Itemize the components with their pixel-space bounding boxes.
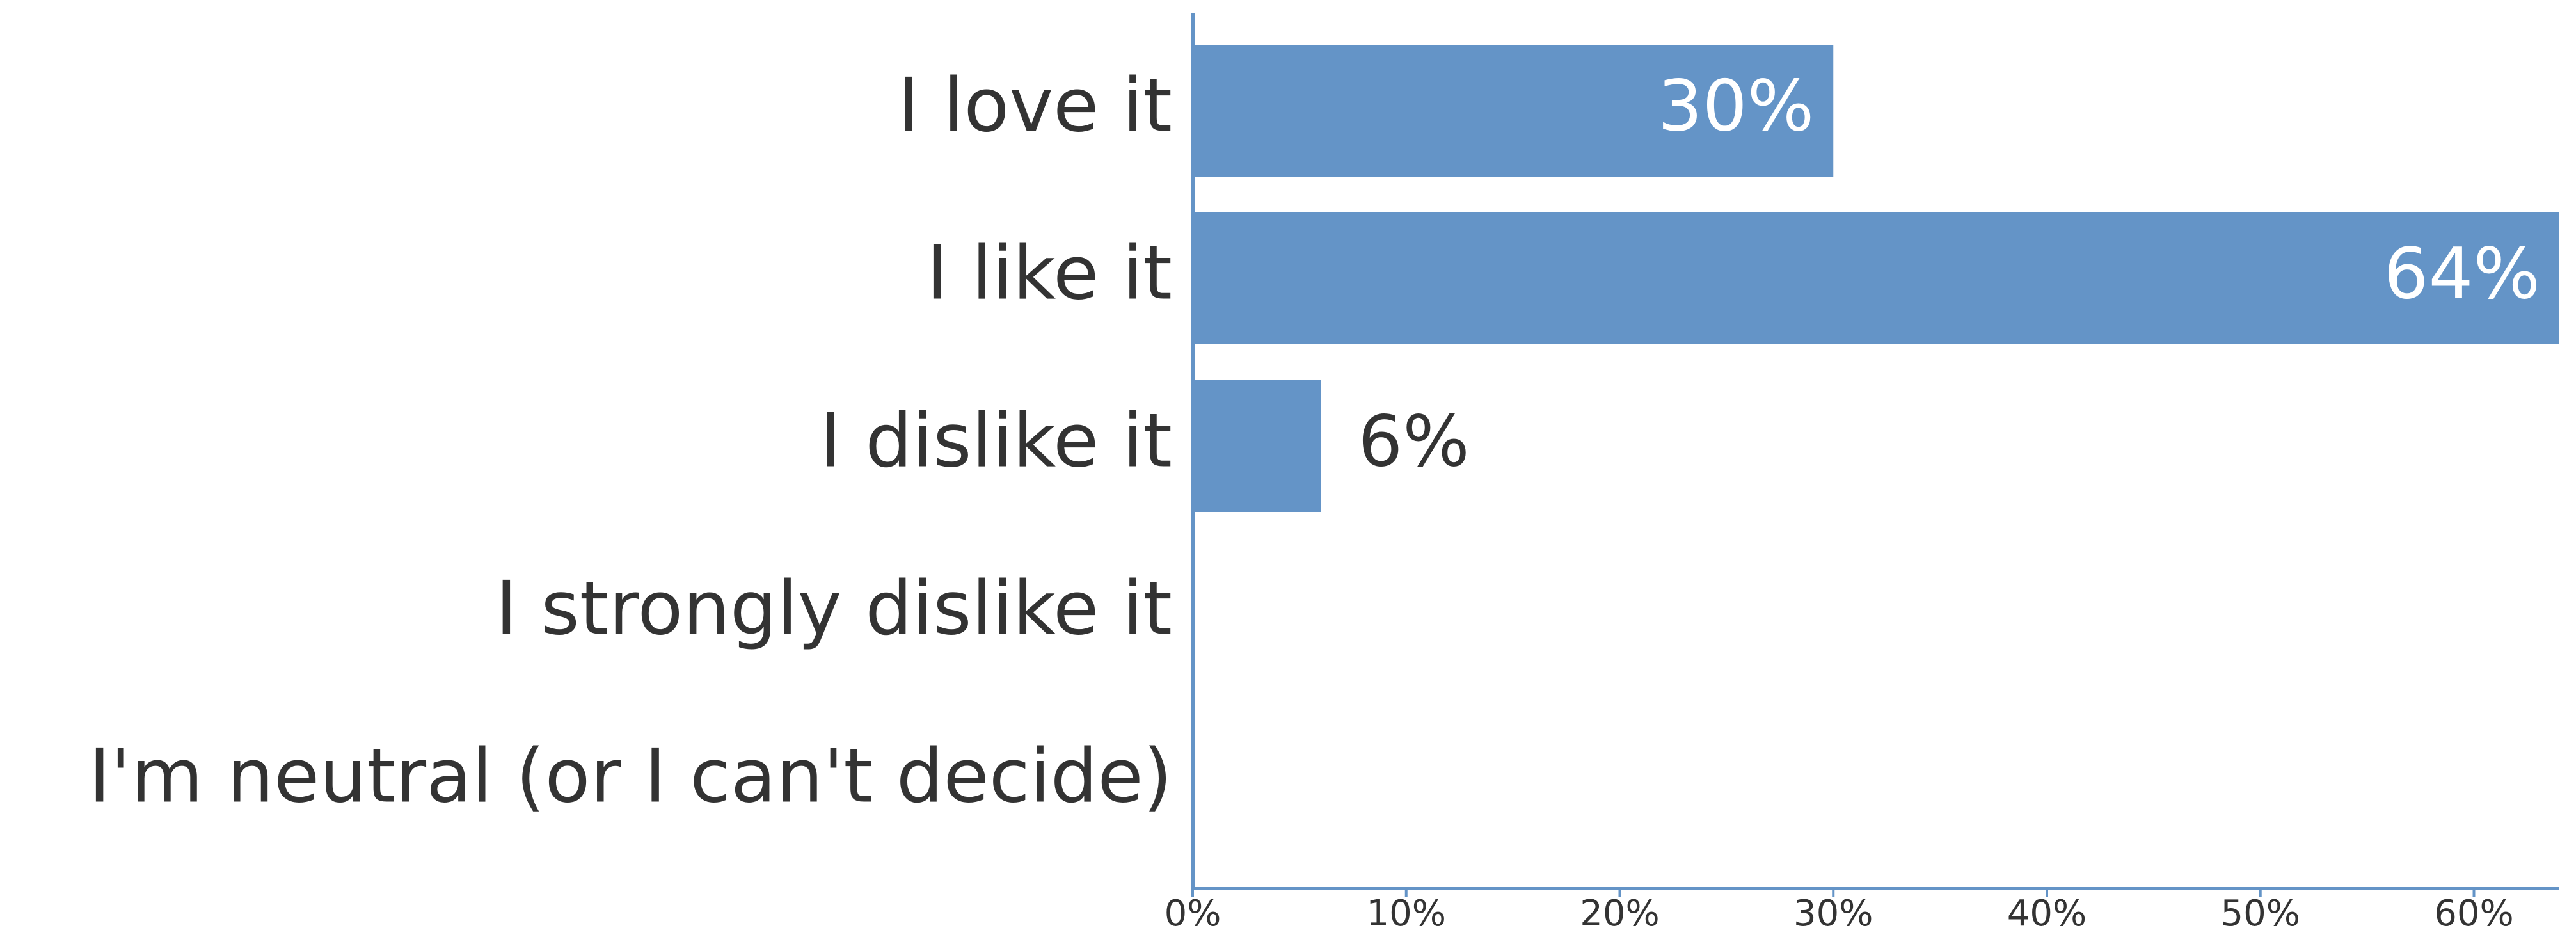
bar <box>1193 380 1321 512</box>
x-tick-label: 40% <box>2007 893 2087 934</box>
x-tick-label: 60% <box>2434 893 2513 934</box>
bars <box>1193 45 2559 512</box>
x-axis-ticks <box>1191 888 2476 897</box>
bar <box>1193 45 1834 177</box>
data-labels: 30% 64% 6% <box>1358 65 2540 482</box>
data-label: 64% <box>2384 232 2541 314</box>
category-label: I dislike it <box>820 398 1172 484</box>
x-tick-label: 30% <box>1793 893 1873 934</box>
x-tick-label: 20% <box>1580 893 1659 934</box>
category-label: I strongly dislike it <box>495 566 1172 652</box>
category-label: I love it <box>898 63 1172 149</box>
category-labels: I love it I like it I dislike it I strongly… <box>89 63 1173 820</box>
x-tick-label: 10% <box>1367 893 1446 934</box>
x-tick-label: 0% <box>1165 893 1221 934</box>
category-label: I like it <box>926 230 1172 317</box>
data-label: 30% <box>1658 65 1815 147</box>
category-label: I'm neutral (or I can't decide) <box>89 733 1173 820</box>
x-axis-tick-labels: 0% 10% 20% 30% 40% 50% 60% <box>1165 893 2514 934</box>
data-label: 6% <box>1358 400 1470 482</box>
x-tick-label: 50% <box>2221 893 2300 934</box>
bar <box>1193 212 2559 344</box>
